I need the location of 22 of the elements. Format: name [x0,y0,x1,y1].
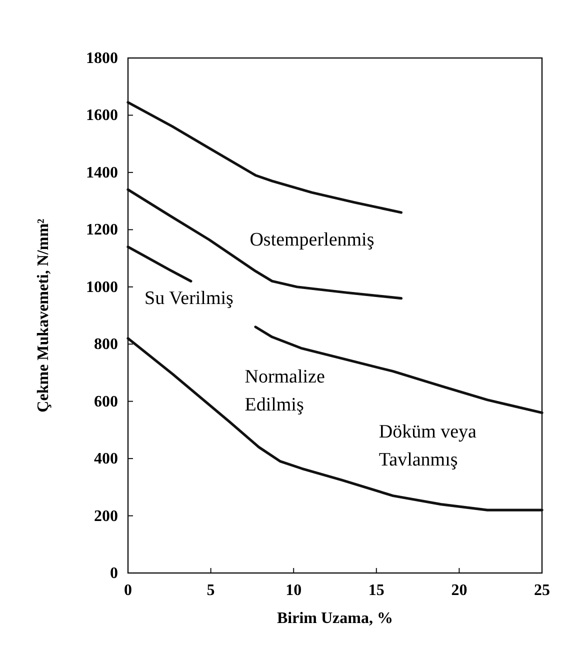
annotation: Normalize Edilmiş [244,366,325,416]
x-tick-label: 0 [124,582,132,599]
y-tick-label: 1800 [86,50,118,67]
x-tick-label: 20 [451,582,468,599]
x-axis-title: Birim Uzama, % [277,610,393,627]
y-tick-label: 1200 [86,222,118,239]
x-tick-label: 15 [368,582,384,599]
y-tick-label: 1600 [86,107,118,124]
y-tick-label: 1000 [86,278,118,296]
y-tick-label: 800 [94,336,118,354]
y-tick-label: 1400 [86,164,118,182]
x-tick-label: 10 [286,582,302,599]
x-tick-label: 5 [206,582,215,599]
annotation: Döküm veya Tavlanmış [378,421,478,470]
y-tick-label: 400 [94,450,118,468]
annotation: Ostemperlenmiş [250,229,374,250]
y-tick-label: 200 [94,508,118,525]
y-tick-label: 600 [94,393,118,410]
y-axis-title: Çekme Mukavemeti, N/mm² [35,218,52,412]
annotation: Su Verilmiş [144,288,234,309]
x-tick-label: 25 [534,582,550,599]
y-tick-label: 0 [110,565,118,582]
